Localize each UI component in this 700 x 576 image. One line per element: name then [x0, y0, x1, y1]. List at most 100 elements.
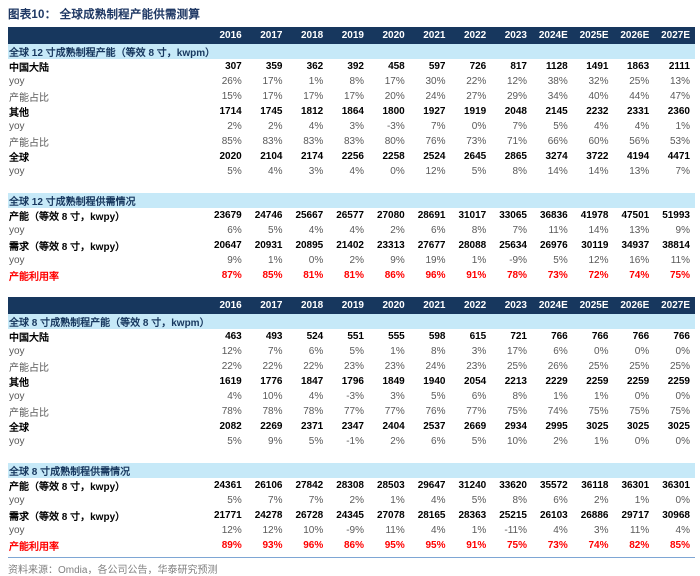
- value-cell: 1849: [382, 376, 405, 387]
- value-cell: 4%: [594, 121, 609, 132]
- value-cell: 4194: [627, 151, 650, 162]
- value-cell: 4%: [431, 495, 446, 506]
- value-cell: 2258: [382, 151, 405, 162]
- value-cell: 2213: [504, 376, 527, 387]
- value-cell: 27078: [376, 510, 405, 521]
- row-label: 产能利用率: [9, 542, 59, 553]
- row-label: yoy: [9, 391, 25, 402]
- value-cell: 24%: [425, 91, 446, 102]
- table-row: 中国大陆 463 493 524 551 555 598 615 721 766 766 766 766: [8, 329, 695, 344]
- table-row: 中国大陆 307 359 362 392 458 597 726 817 1128 1491 1863…: [8, 59, 695, 74]
- value-cell: 2%: [594, 495, 609, 506]
- value-cell: 1128: [546, 61, 568, 72]
- value-cell: 1%: [390, 495, 405, 506]
- value-cell: 23%: [343, 361, 364, 372]
- value-cell: 76%: [425, 136, 446, 147]
- value-cell: 11%: [629, 525, 650, 536]
- value-cell: 7%: [512, 121, 527, 132]
- value-cell: 1%: [594, 391, 609, 402]
- row-label: 产能占比: [9, 408, 49, 419]
- value-cell: 25215: [499, 510, 527, 521]
- table-row: 全球 2082 2269 2371 2347 2404 2537 2669 2934 2995 30…: [8, 419, 695, 434]
- value-cell: 4%: [431, 525, 446, 536]
- value-cell: 29%: [506, 91, 527, 102]
- table-row: 产能占比 85% 83% 83% 83% 80% 76% 73% 71% 66% 60% 56% 53%: [8, 134, 695, 149]
- value-cell: 73%: [547, 540, 568, 551]
- value-cell: 77%: [384, 406, 405, 417]
- section-1-0: 全球 8 寸成熟制程产能（等效 8 寸，kwpm） 中国大陆 463 493 524 55…: [8, 314, 695, 449]
- value-cell: 4%: [308, 391, 324, 402]
- value-cell: 8%: [471, 225, 487, 236]
- value-cell: 12%: [588, 255, 609, 266]
- year-header-cell: 2019: [341, 300, 364, 311]
- value-cell: 24345: [336, 510, 364, 521]
- year-header-cell: 2026E: [620, 300, 650, 311]
- value-cell: 17%: [303, 91, 324, 102]
- value-cell: 1847: [301, 376, 324, 387]
- value-cell: 2331: [627, 106, 650, 117]
- value-cell: 0%: [634, 436, 650, 447]
- value-cell: 26728: [295, 510, 324, 521]
- value-cell: 458: [388, 61, 405, 72]
- value-cell: 72%: [588, 270, 609, 281]
- value-cell: 25%: [629, 361, 650, 372]
- value-cell: 9%: [268, 436, 283, 447]
- section-band-label: 全球 12 寸成熟制程供需情况: [9, 197, 136, 208]
- value-cell: 2%: [268, 121, 283, 132]
- value-cell: 33620: [499, 480, 527, 491]
- row-label: 其他: [9, 378, 29, 389]
- row-label: 中国大陆: [9, 333, 49, 344]
- row-label: yoy: [9, 436, 25, 447]
- value-cell: 493: [265, 331, 283, 342]
- row-label: 全球: [9, 153, 29, 164]
- value-cell: 7%: [431, 121, 446, 132]
- value-cell: 34%: [547, 91, 568, 102]
- value-cell: 4%: [675, 525, 690, 536]
- table-row: 其他 1714 1745 1812 1864 1800 1927 1919 2048 2145 22…: [8, 104, 695, 119]
- row-label: 需求（等效 8 寸，kwpy）: [9, 512, 126, 523]
- value-cell: 27%: [466, 91, 487, 102]
- value-cell: 81%: [303, 270, 324, 281]
- year-header-cell: 2022: [464, 300, 487, 311]
- row-label: yoy: [9, 525, 25, 536]
- value-cell: 1%: [471, 255, 487, 266]
- value-cell: 12%: [221, 525, 242, 536]
- value-cell: 4%: [227, 391, 242, 402]
- value-cell: 8%: [431, 346, 446, 357]
- source-note: 资料来源：Omdia，各公司公告，华泰研究预测: [8, 557, 695, 576]
- value-cell: 6%: [553, 346, 568, 357]
- value-cell: 1619: [219, 376, 242, 387]
- table-row: yoy 5% 4% 3% 4% 0% 12% 5% 8% 14% 14% 13% 7%: [8, 164, 695, 179]
- value-cell: 14%: [588, 166, 609, 177]
- row-label: yoy: [9, 495, 25, 506]
- value-cell: 82%: [629, 540, 650, 551]
- table-row: 产能占比 78% 78% 78% 77% 77% 76% 77% 75% 74% 75% 75% 75%: [8, 404, 695, 419]
- value-cell: 17%: [384, 76, 405, 87]
- value-cell: 3%: [308, 166, 324, 177]
- value-cell: 726: [469, 61, 487, 72]
- value-cell: 817: [510, 61, 527, 72]
- section-0-0: 全球 12 寸成熟制程产能（等效 8 寸，kwpm） 中国大陆 307 359 362 3…: [8, 44, 695, 179]
- table-global-12inch: 2016 2017 2018 2019 2020 2021 2022 2023 2024E 202…: [8, 27, 695, 283]
- table-row: 产能（等效 8 寸，kwpy） 24361 26106 27842 28308 28503…: [8, 478, 695, 493]
- value-cell: 5%: [553, 121, 568, 132]
- value-cell: 31240: [458, 480, 487, 491]
- value-cell: 60%: [588, 136, 609, 147]
- row-label: yoy: [9, 346, 25, 357]
- value-cell: 20%: [384, 91, 405, 102]
- value-cell: 8%: [512, 166, 527, 177]
- value-cell: 26103: [539, 510, 568, 521]
- value-cell: 21771: [213, 510, 242, 521]
- value-cell: 4%: [268, 166, 283, 177]
- value-cell: 11%: [385, 525, 405, 536]
- value-cell: 2865: [504, 151, 527, 162]
- value-cell: 3%: [390, 391, 405, 402]
- value-cell: 3025: [627, 421, 650, 432]
- value-cell: 66%: [547, 136, 568, 147]
- value-cell: 615: [469, 331, 487, 342]
- value-cell: 75%: [506, 406, 527, 417]
- value-cell: -1%: [346, 436, 364, 447]
- value-cell: 6%: [227, 225, 242, 236]
- value-cell: 20895: [295, 240, 324, 251]
- value-cell: 1491: [586, 61, 609, 72]
